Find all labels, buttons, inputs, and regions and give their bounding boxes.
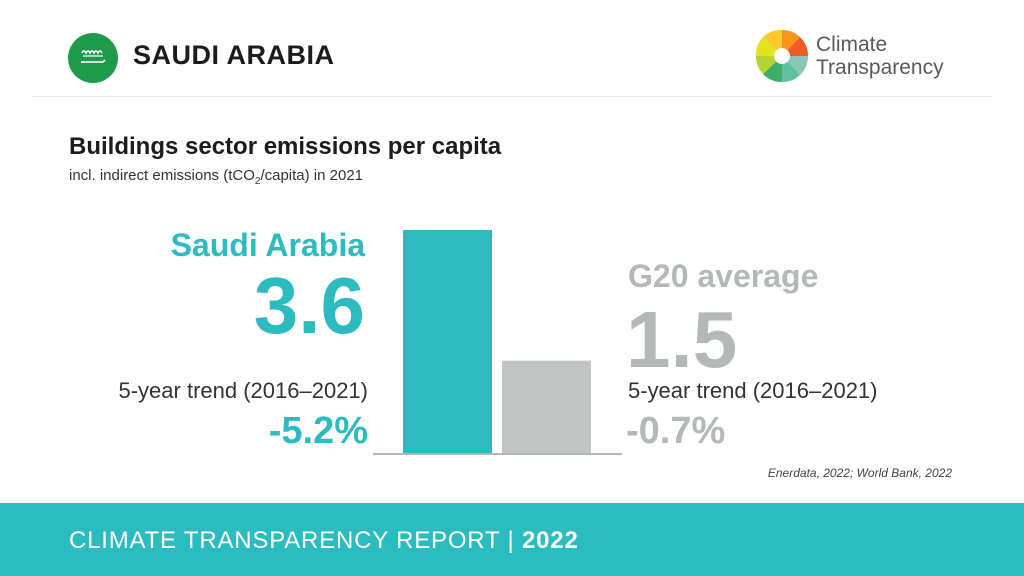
right-series-name: G20 average <box>628 258 819 294</box>
saudi-flag-icon <box>68 33 118 83</box>
bar-g20-average <box>502 360 591 454</box>
right-trend-label: 5-year trend (2016–2021) <box>628 378 878 403</box>
left-series-name: Saudi Arabia <box>170 227 365 263</box>
left-trend-label: 5-year trend (2016–2021) <box>118 378 369 403</box>
left-value: 3.6 <box>253 261 365 350</box>
header-divider <box>32 96 992 97</box>
chart-title: Buildings sector emissions per capita <box>69 133 502 160</box>
logo-line-1: Climate <box>816 33 888 56</box>
subtitle-pre: incl. indirect emissions (tCO <box>69 167 255 184</box>
footer-label: CLIMATE TRANSPARENCY REPORT | <box>69 527 515 554</box>
left-trend-value: -5.2% <box>268 410 368 452</box>
source-note: Enerdata, 2022; World Bank, 2022 <box>767 466 952 480</box>
right-value: 1.5 <box>626 295 738 384</box>
footer-text: CLIMATE TRANSPARENCY REPORT | 2022 <box>69 527 579 555</box>
bar-saudi-arabia <box>403 230 492 454</box>
logo-line-2: Transparency <box>816 56 944 79</box>
footer-year: 2022 <box>522 527 579 554</box>
footer-banner: CLIMATE TRANSPARENCY REPORT | 2022 <box>0 503 1024 576</box>
subtitle-post: /capita) in 2021 <box>260 167 364 184</box>
subtitle-subscript: 2 <box>254 176 261 187</box>
country-title: SAUDI ARABIA <box>133 40 335 70</box>
header: SAUDI ARABIA Climate Transparency <box>0 0 1024 96</box>
logo-text: Climate Transparency <box>816 33 944 79</box>
chart-subtitle: incl. indirect emissions (tCO2/capita) i… <box>69 167 363 187</box>
right-trend-value: -0.7% <box>626 410 726 452</box>
climate-transparency-logo-icon <box>755 29 809 83</box>
